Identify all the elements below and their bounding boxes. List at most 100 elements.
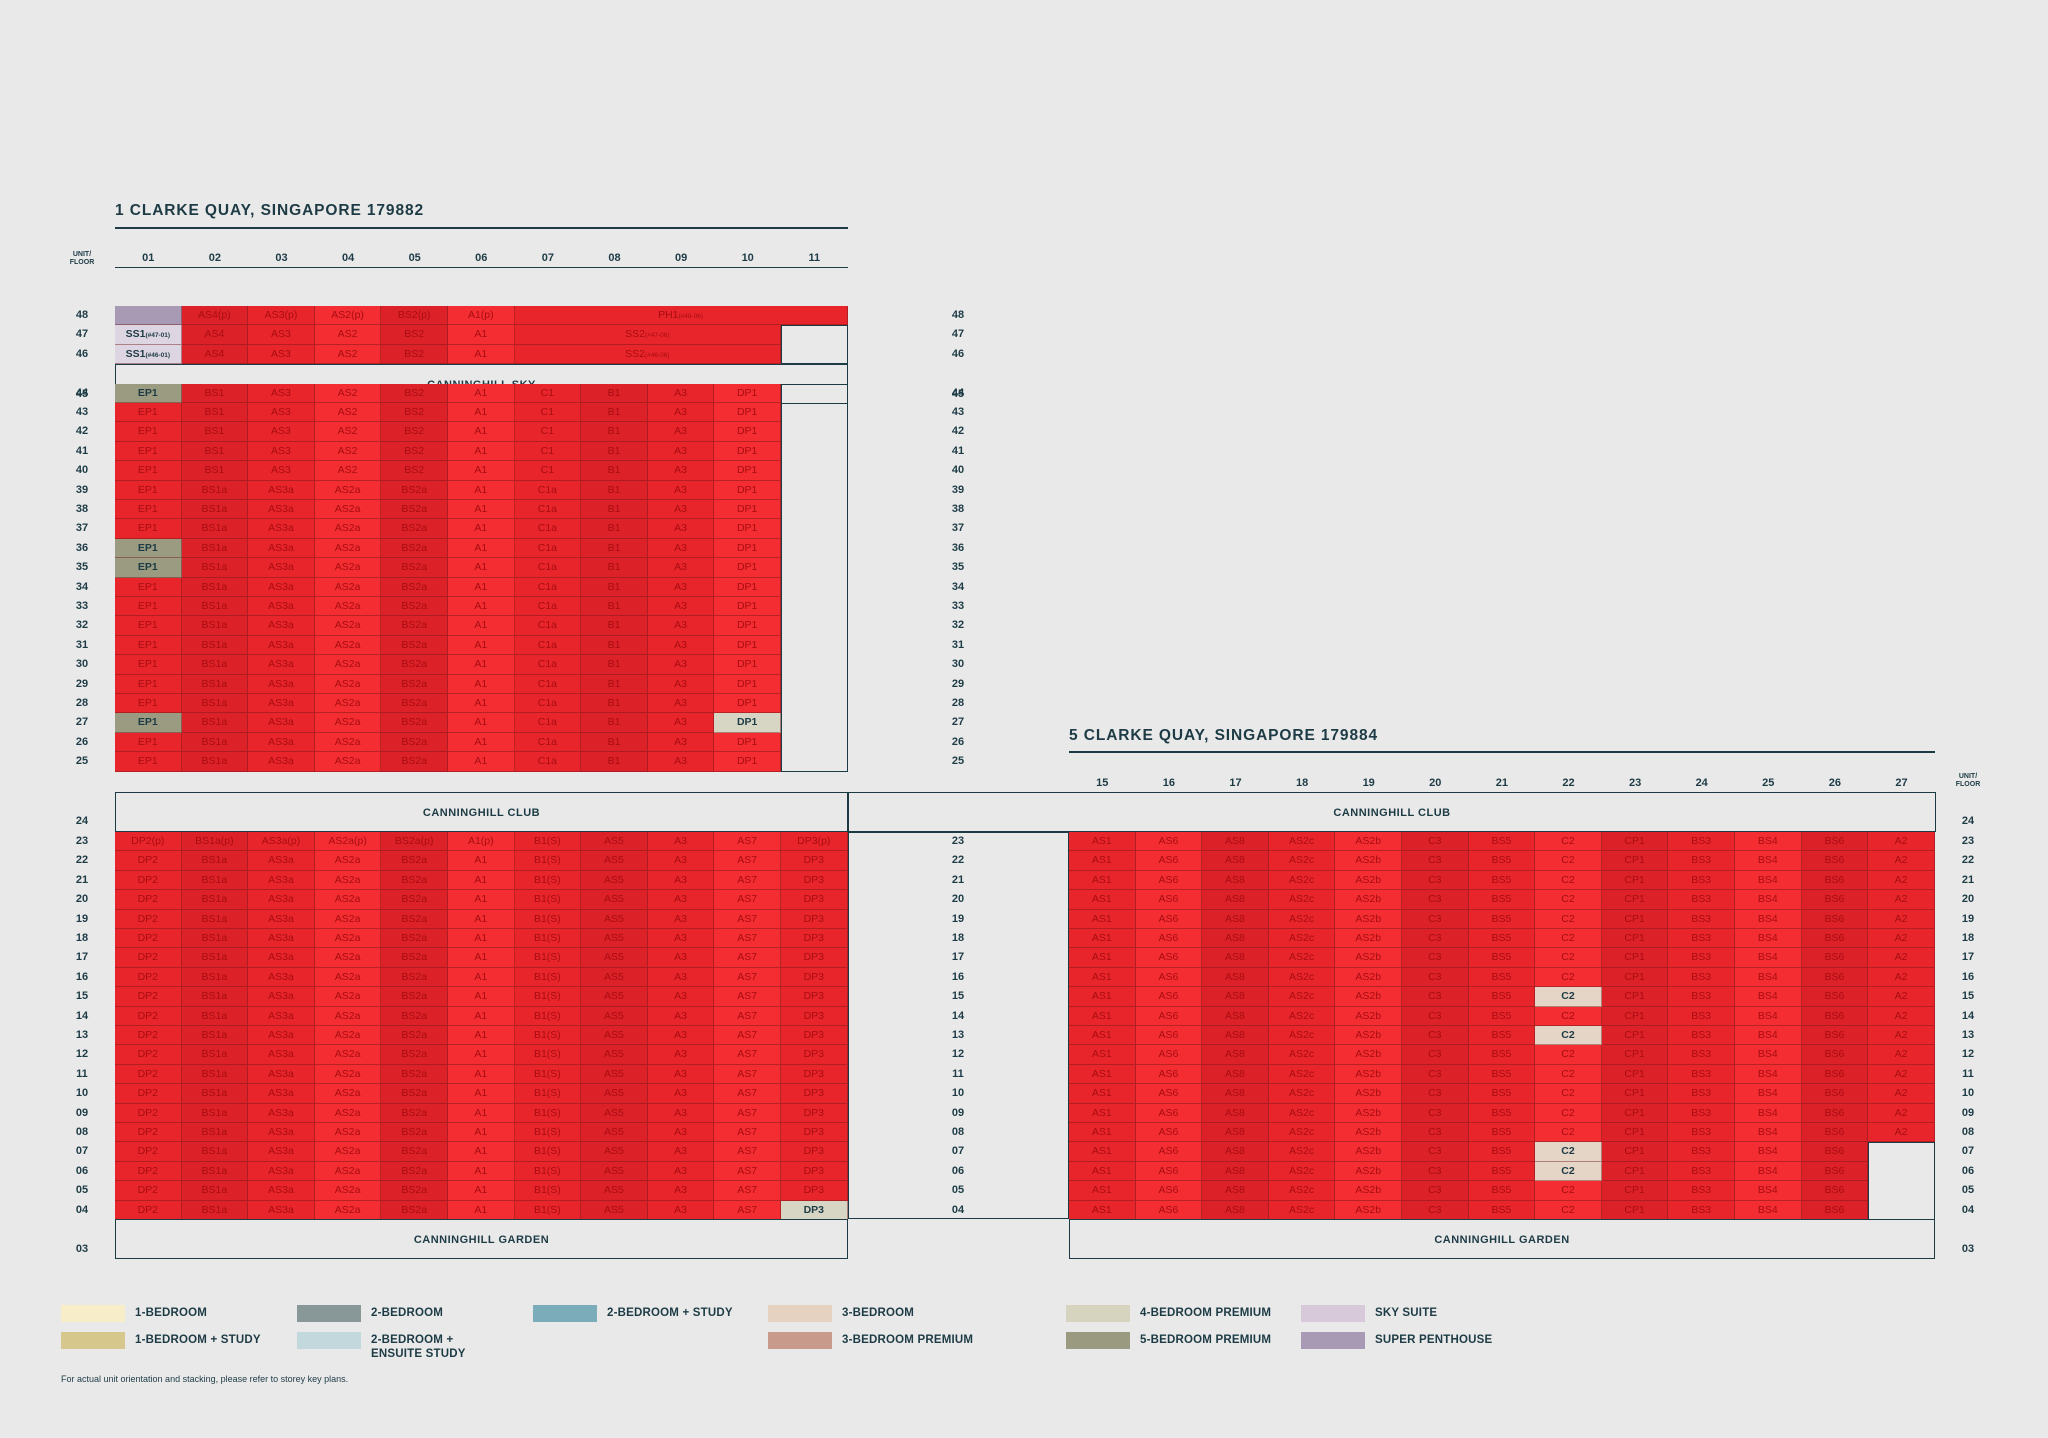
unit-cell[interactable]: BS3 [1668, 1200, 1735, 1220]
unit-cell[interactable]: B1(S) [514, 851, 582, 871]
unit-cell[interactable]: DP3 [781, 890, 848, 910]
unit-cell[interactable]: C3 [1402, 1161, 1469, 1182]
unit-cell[interactable]: AS2c [1268, 1123, 1336, 1143]
unit-cell[interactable]: AS2b [1335, 1045, 1402, 1065]
unit-cell[interactable]: B1(S) [514, 1064, 582, 1085]
unit-cell[interactable]: A2 [1868, 909, 1935, 929]
unit-cell[interactable]: AS2a [314, 694, 382, 714]
unit-cell[interactable]: AS6 [1135, 1181, 1203, 1201]
unit-cell[interactable]: AS2a [314, 890, 382, 910]
unit-cell[interactable]: DP1 [714, 538, 781, 559]
unit-cell[interactable]: C3 [1402, 1084, 1469, 1104]
unit-cell[interactable]: AS1 [1069, 987, 1136, 1007]
unit-cell[interactable]: C2 [1535, 870, 1602, 891]
unit-cell[interactable]: AS8 [1202, 967, 1269, 988]
unit-cell[interactable]: AS2a [314, 1064, 382, 1085]
unit-cell[interactable]: AS6 [1135, 1045, 1203, 1065]
unit-cell[interactable]: AS1 [1069, 929, 1136, 949]
unit-cell[interactable]: C3 [1402, 1006, 1469, 1026]
unit-cell[interactable]: AS3a [248, 480, 315, 500]
unit-cell[interactable]: BS3 [1668, 851, 1735, 871]
unit-cell[interactable]: AS2c [1268, 851, 1336, 871]
unit-cell[interactable]: EP1 [115, 383, 182, 403]
unit-cell[interactable]: AS7 [714, 1084, 781, 1104]
unit-cell[interactable]: BS1a [181, 538, 249, 559]
unit-cell[interactable]: BS2a [381, 870, 448, 891]
unit-cell[interactable]: A1 [448, 422, 515, 442]
unit-cell[interactable]: A3 [647, 1103, 715, 1123]
unit-cell[interactable]: AS5 [581, 1161, 648, 1182]
unit-cell[interactable]: BS3 [1668, 1084, 1735, 1104]
unit-cell[interactable]: C3 [1402, 890, 1469, 910]
unit-cell[interactable]: AS2a [314, 1084, 382, 1104]
unit-cell[interactable]: AS6 [1135, 1161, 1203, 1182]
unit-cell[interactable]: BS6 [1801, 851, 1869, 871]
unit-cell[interactable]: AS8 [1202, 1045, 1269, 1065]
unit-cell[interactable]: AS3 [248, 383, 315, 403]
unit-cell[interactable]: DP2 [115, 1006, 182, 1026]
unit-cell[interactable]: BS1a [181, 1045, 249, 1065]
unit-cell[interactable]: BS4 [1735, 1142, 1802, 1162]
unit-cell[interactable]: BS4 [1735, 987, 1802, 1007]
unit-cell[interactable]: AS6 [1135, 987, 1203, 1007]
unit-cell[interactable]: BS5 [1468, 1103, 1536, 1123]
unit-cell[interactable]: BS3 [1668, 929, 1735, 949]
unit-cell[interactable]: AS7 [714, 1045, 781, 1065]
unit-cell[interactable]: BS1a [181, 967, 249, 988]
unit-cell[interactable]: AS2b [1335, 1142, 1402, 1162]
unit-cell[interactable]: C1 [514, 403, 582, 423]
unit-cell[interactable]: AS5 [581, 1103, 648, 1123]
unit-cell[interactable]: DP3 [781, 1200, 848, 1220]
unit-cell[interactable]: A2 [1868, 851, 1935, 871]
unit-cell[interactable]: AS6 [1135, 1026, 1203, 1046]
unit-cell[interactable]: AS2a [314, 1181, 382, 1201]
unit-cell[interactable]: BS2 [381, 383, 448, 403]
unit-cell[interactable]: BS5 [1468, 1064, 1536, 1085]
unit-cell[interactable]: BS2 [381, 441, 448, 462]
unit-cell[interactable]: BS4 [1735, 1045, 1802, 1065]
unit-cell[interactable]: AS2c [1268, 890, 1336, 910]
unit-cell[interactable]: AS3a [248, 1064, 315, 1085]
unit-cell[interactable]: BS4 [1735, 929, 1802, 949]
unit-cell[interactable]: A3 [647, 967, 715, 988]
unit-cell[interactable]: AS6 [1135, 929, 1203, 949]
unit-cell[interactable]: BS2a [381, 987, 448, 1007]
unit-cell[interactable]: AS2a [314, 577, 382, 597]
unit-cell[interactable]: A1 [448, 909, 515, 929]
unit-cell[interactable]: BS6 [1801, 1045, 1869, 1065]
unit-cell[interactable]: AS3a(p) [248, 832, 315, 852]
unit-cell[interactable]: BS3 [1668, 870, 1735, 891]
unit-cell[interactable]: A3 [647, 422, 715, 442]
unit-cell[interactable]: CP1 [1601, 909, 1669, 929]
unit-cell[interactable]: C2 [1535, 909, 1602, 929]
unit-cell[interactable]: BS6 [1801, 1142, 1869, 1162]
unit-cell[interactable]: B1 [581, 461, 648, 481]
unit-cell[interactable]: AS8 [1202, 1026, 1269, 1046]
unit-cell[interactable]: AS2c [1268, 948, 1336, 968]
unit-cell[interactable]: BS4 [1735, 1103, 1802, 1123]
unit-cell[interactable]: EP1 [115, 403, 182, 423]
unit-cell[interactable]: C2 [1535, 929, 1602, 949]
unit-cell[interactable]: DP1 [714, 635, 781, 656]
unit-cell[interactable]: AS2c [1268, 832, 1336, 852]
unit-cell[interactable]: A3 [647, 1181, 715, 1201]
unit-cell[interactable]: AS3a [248, 752, 315, 772]
unit-cell[interactable]: A1 [448, 713, 515, 733]
unit-cell[interactable]: BS4 [1735, 909, 1802, 929]
unit-cell[interactable]: C2 [1535, 1045, 1602, 1065]
unit-cell[interactable]: B1 [581, 480, 648, 500]
unit-cell[interactable]: AS3a [248, 1103, 315, 1123]
unit-cell[interactable]: A3 [647, 1200, 715, 1220]
unit-cell[interactable]: A3 [647, 1026, 715, 1046]
unit-cell[interactable]: A1 [448, 987, 515, 1007]
unit-cell[interactable]: AS1 [1069, 948, 1136, 968]
unit-cell[interactable]: DP1 [714, 694, 781, 714]
unit-cell[interactable]: BS6 [1801, 1103, 1869, 1123]
unit-cell[interactable]: B1 [581, 616, 648, 636]
unit-cell[interactable]: BS3 [1668, 1181, 1735, 1201]
unit-cell[interactable]: AS2c [1268, 1006, 1336, 1026]
unit-cell[interactable]: AS2c [1268, 1181, 1336, 1201]
unit-cell[interactable]: C3 [1402, 870, 1469, 891]
unit-cell[interactable]: AS6 [1135, 832, 1203, 852]
unit-cell[interactable]: BS1a [181, 1142, 249, 1162]
